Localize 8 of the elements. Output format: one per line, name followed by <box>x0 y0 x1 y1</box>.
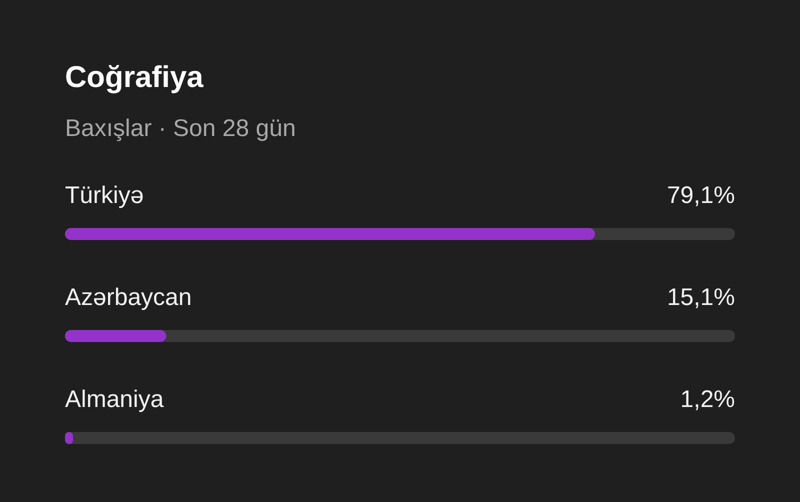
data-label: 15,1% <box>666 284 735 311</box>
data-label: 79,1% <box>666 182 735 209</box>
chart-title: Coğrafiya <box>65 61 204 94</box>
y-tick-label: Azərbaycan <box>65 284 192 311</box>
data-label: 1,2% <box>680 386 735 413</box>
y-tick-label: Almaniya <box>65 386 164 413</box>
chart-subtitle: Baxışlar · Son 28 gün <box>65 115 296 142</box>
y-tick-label: Türkiyə <box>65 182 144 209</box>
